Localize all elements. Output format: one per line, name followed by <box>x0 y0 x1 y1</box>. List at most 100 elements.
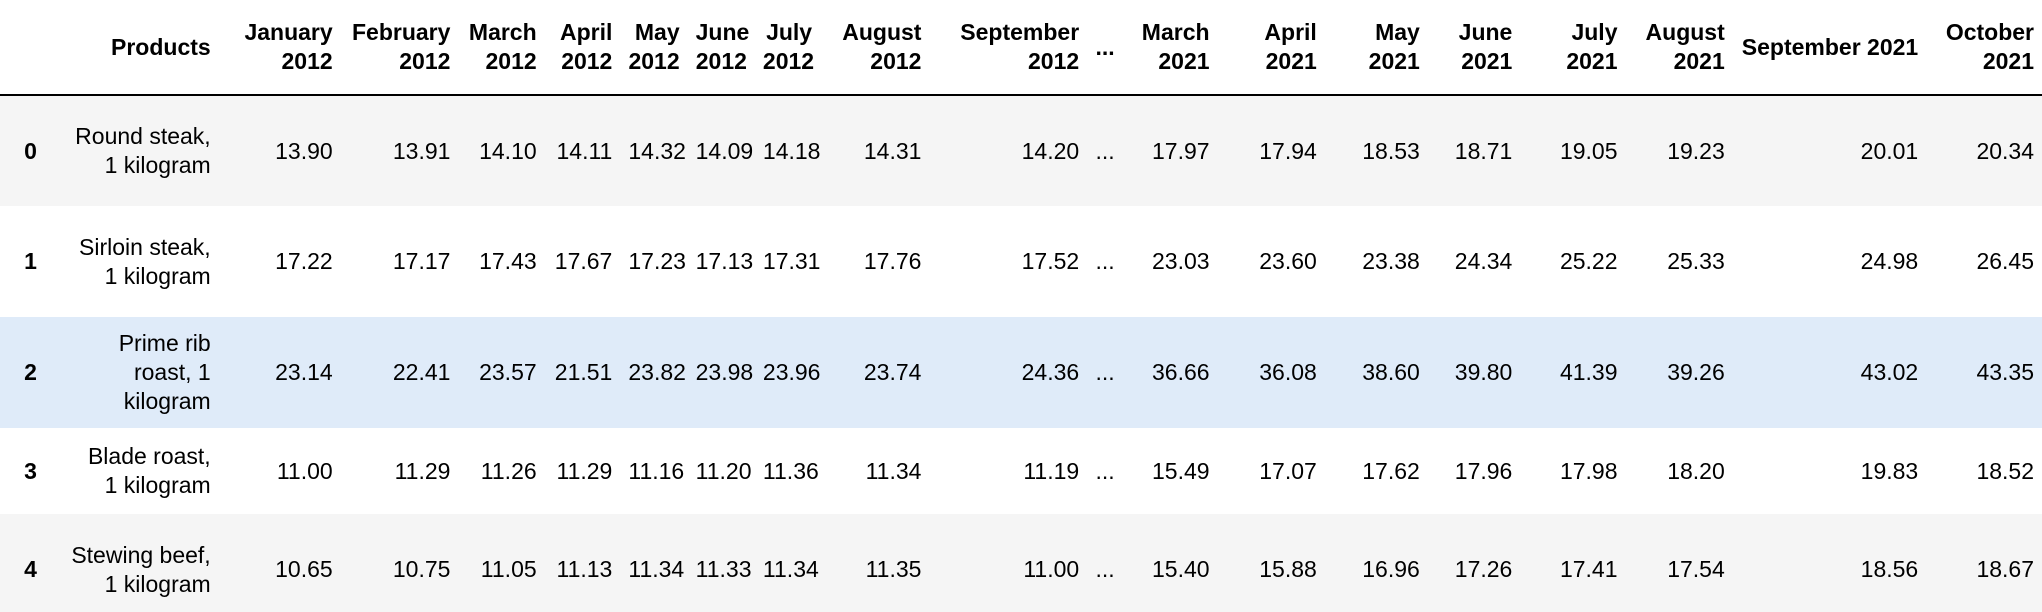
table-row-hovered: 2 Prime rib roast, 1 kilogram 23.14 22.4… <box>0 317 2042 428</box>
table-cell: 17.67 <box>544 206 621 317</box>
table-cell: 17.13 <box>687 206 755 317</box>
table-cell: 23.60 <box>1217 206 1325 317</box>
row-index: 2 <box>0 317 61 428</box>
table-cell: 41.39 <box>1520 317 1626 428</box>
table-cell: 23.96 <box>754 317 821 428</box>
table-cell: 14.32 <box>620 95 688 206</box>
table-row: 3 Blade roast, 1 kilogram 11.00 11.29 11… <box>0 428 2042 514</box>
table-cell: 11.35 <box>820 514 930 612</box>
column-header: June 2021 <box>1427 0 1521 96</box>
table-cell: 11.05 <box>458 514 545 612</box>
table-cell: 11.13 <box>544 514 621 612</box>
table-cell: 26.45 <box>1926 206 2042 317</box>
table-cell: 11.00 <box>218 428 341 514</box>
table-cell: 18.20 <box>1625 428 1733 514</box>
row-index: 4 <box>0 514 61 612</box>
table-cell: 24.34 <box>1427 206 1521 317</box>
table-cell: 23.74 <box>820 317 930 428</box>
table-cell: 18.56 <box>1732 514 1927 612</box>
table-cell: 11.29 <box>544 428 621 514</box>
table-cell: 23.38 <box>1324 206 1428 317</box>
column-header: March 2012 <box>458 0 545 96</box>
table-cell: 14.09 <box>687 95 755 206</box>
table-cell: 39.80 <box>1427 317 1521 428</box>
table-cell: 14.31 <box>820 95 930 206</box>
ellipsis-cell: ... <box>1087 514 1123 612</box>
column-header: April 2012 <box>544 0 621 96</box>
row-index: 0 <box>0 95 61 206</box>
row-index: 1 <box>0 206 61 317</box>
table-cell: 16.96 <box>1324 514 1428 612</box>
table-cell: 18.53 <box>1324 95 1428 206</box>
column-header: April 2021 <box>1217 0 1325 96</box>
table-cell: 11.34 <box>820 428 930 514</box>
column-header: August 2012 <box>820 0 930 96</box>
table-cell: 17.98 <box>1520 428 1626 514</box>
table-cell: 18.52 <box>1926 428 2042 514</box>
table-cell: 43.02 <box>1732 317 1927 428</box>
table-cell: 24.98 <box>1732 206 1927 317</box>
table-cell: 43.35 <box>1926 317 2042 428</box>
table-row: 1 Sirloin steak, 1 kilogram 17.22 17.17 … <box>0 206 2042 317</box>
table-cell: 11.29 <box>340 428 459 514</box>
table-cell: 17.31 <box>754 206 821 317</box>
product-cell: Blade roast, 1 kilogram <box>60 428 219 514</box>
row-index: 3 <box>0 428 61 514</box>
product-cell: Sirloin steak, 1 kilogram <box>60 206 219 317</box>
column-header: June 2012 <box>687 0 755 96</box>
table-cell: 10.75 <box>340 514 459 612</box>
table-cell: 25.22 <box>1520 206 1626 317</box>
table-row: 0 Round steak, 1 kilogram 13.90 13.91 14… <box>0 95 2042 206</box>
table-cell: 17.22 <box>218 206 341 317</box>
table-cell: 39.26 <box>1625 317 1733 428</box>
product-cell: Prime rib roast, 1 kilogram <box>60 317 219 428</box>
table-cell: 17.96 <box>1427 428 1521 514</box>
table-cell: 10.65 <box>218 514 341 612</box>
ellipsis-cell: ... <box>1087 428 1123 514</box>
table-cell: 20.01 <box>1732 95 1927 206</box>
table-cell: 23.57 <box>458 317 545 428</box>
table-cell: 11.34 <box>754 514 821 612</box>
table-cell: 11.20 <box>687 428 755 514</box>
ellipsis-cell: ... <box>1087 206 1123 317</box>
table-cell: 19.23 <box>1625 95 1733 206</box>
table-cell: 14.11 <box>544 95 621 206</box>
column-header: July 2021 <box>1520 0 1626 96</box>
table-cell: 14.10 <box>458 95 545 206</box>
table-cell: 23.14 <box>218 317 341 428</box>
table-cell: 23.98 <box>687 317 755 428</box>
table-cell: 20.34 <box>1926 95 2042 206</box>
table-cell: 18.71 <box>1427 95 1521 206</box>
column-header: August 2021 <box>1625 0 1733 96</box>
table-cell: 38.60 <box>1324 317 1428 428</box>
table-cell: 17.26 <box>1427 514 1521 612</box>
header-row: Products January 2012 February 2012 Marc… <box>0 0 2042 96</box>
table-cell: 17.52 <box>929 206 1088 317</box>
table-cell: 11.33 <box>687 514 755 612</box>
column-header: January 2012 <box>218 0 341 96</box>
table-body: 0 Round steak, 1 kilogram 13.90 13.91 14… <box>0 95 2042 612</box>
table-cell: 15.40 <box>1122 514 1218 612</box>
table-cell: 17.07 <box>1217 428 1325 514</box>
table-cell: 17.94 <box>1217 95 1325 206</box>
column-header: October 2021 <box>1926 0 2042 96</box>
table-cell: 15.49 <box>1122 428 1218 514</box>
table-cell: 22.41 <box>340 317 459 428</box>
column-header: September 2021 <box>1732 0 1927 96</box>
table-cell: 36.08 <box>1217 317 1325 428</box>
product-cell: Stewing beef, 1 kilogram <box>60 514 219 612</box>
table-header: Products January 2012 February 2012 Marc… <box>0 0 2042 96</box>
table-cell: 11.36 <box>754 428 821 514</box>
table-row: 4 Stewing beef, 1 kilogram 10.65 10.75 1… <box>0 514 2042 612</box>
column-header: May 2012 <box>620 0 688 96</box>
table-cell: 14.18 <box>754 95 821 206</box>
table-cell: 17.97 <box>1122 95 1218 206</box>
column-header: July 2012 <box>754 0 821 96</box>
table-cell: 23.82 <box>620 317 688 428</box>
table-cell: 19.05 <box>1520 95 1626 206</box>
column-header: May 2021 <box>1324 0 1428 96</box>
table-cell: 21.51 <box>544 317 621 428</box>
table-cell: 17.62 <box>1324 428 1428 514</box>
product-cell: Round steak, 1 kilogram <box>60 95 219 206</box>
